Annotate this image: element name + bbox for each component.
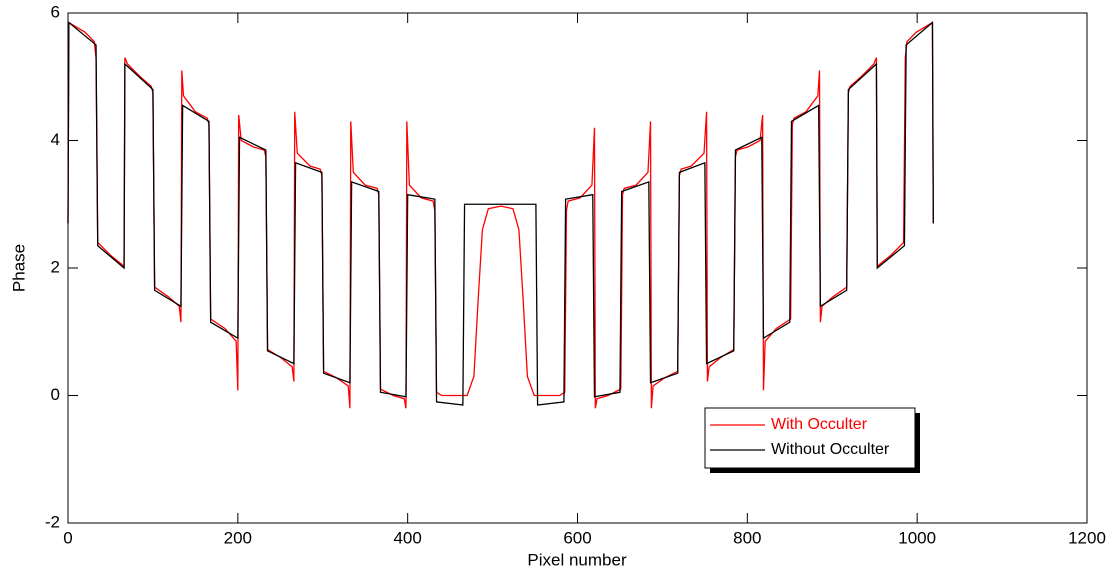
x-tick-label: 0 <box>63 528 72 547</box>
y-tick-label: 0 <box>51 385 60 404</box>
legend: With Occulter Without Occulter <box>704 407 920 473</box>
series-line <box>67 21 934 409</box>
plot-frame <box>67 12 1088 524</box>
x-tick-label: 1200 <box>1068 528 1106 547</box>
x-tick-label: 1000 <box>898 528 936 547</box>
legend-box <box>704 407 916 469</box>
x-tick-label: 800 <box>733 528 761 547</box>
y-tick-label: 6 <box>51 2 60 21</box>
legend-label: Without Occulter <box>771 441 890 458</box>
y-tick-label: 4 <box>51 130 60 149</box>
legend-label: With Occulter <box>771 416 868 433</box>
y-axis-label: Phase <box>9 244 28 292</box>
y-tick-label: -2 <box>45 512 60 531</box>
x-axis-label: Pixel number <box>527 550 627 569</box>
x-tick-label: 200 <box>224 528 252 547</box>
x-tick-label: 600 <box>563 528 591 547</box>
x-tick-label: 400 <box>393 528 421 547</box>
y-tick-label: 2 <box>51 257 60 276</box>
series-line <box>67 21 934 406</box>
